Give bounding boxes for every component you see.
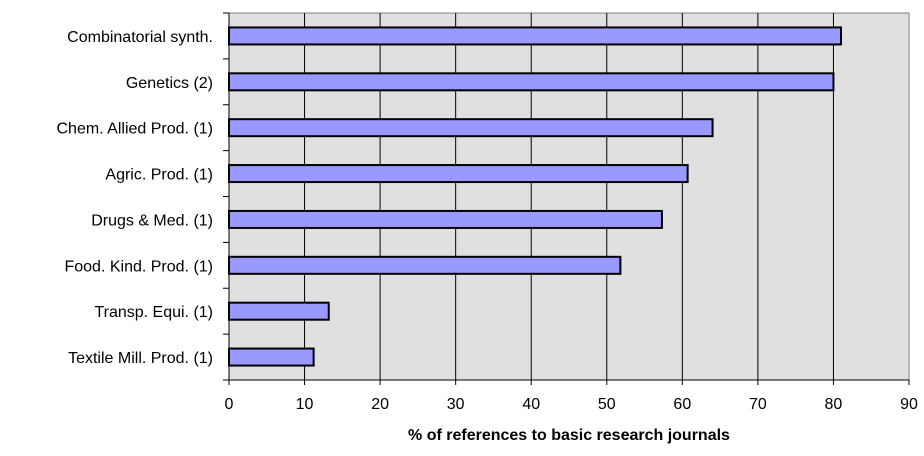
bar [228, 255, 622, 275]
bar [228, 164, 689, 184]
x-tick-label: 20 [371, 396, 389, 413]
bar [228, 209, 663, 229]
x-tick-label: 10 [296, 396, 314, 413]
axes [223, 12, 910, 385]
category-label: Drugs & Med. (1) [91, 212, 213, 229]
x-tick-labels: 0 10 20 30 40 50 60 70 80 90 [225, 396, 918, 413]
x-tick-label: 30 [447, 396, 465, 413]
bar [228, 72, 835, 92]
category-label: Agric. Prod. (1) [105, 167, 213, 184]
bars [228, 26, 842, 367]
category-labels: Combinatorial synth. Genetics (2) Chem. Al… [56, 29, 213, 367]
plot-area [228, 12, 910, 381]
bar [228, 301, 330, 321]
x-tick-label: 50 [598, 396, 616, 413]
bar [228, 347, 315, 367]
category-label: Food. Kind. Prod. (1) [64, 258, 213, 275]
x-tick-label: 60 [673, 396, 691, 413]
x-tick-label: 0 [225, 396, 234, 413]
category-label: Textile Mill. Prod. (1) [68, 350, 213, 367]
category-label: Combinatorial synth. [67, 29, 213, 46]
x-tick-label: 80 [825, 396, 843, 413]
bar [228, 118, 714, 138]
x-tick-label: 70 [749, 396, 767, 413]
category-label: Genetics (2) [126, 75, 213, 92]
x-axis-title: % of references to basic research journa… [408, 427, 730, 444]
bar [228, 26, 842, 46]
category-label: Transp. Equi. (1) [94, 304, 213, 321]
x-tick-label: 40 [522, 396, 540, 413]
category-label: Chem. Allied Prod. (1) [56, 121, 213, 138]
x-tick-label: 90 [900, 396, 918, 413]
